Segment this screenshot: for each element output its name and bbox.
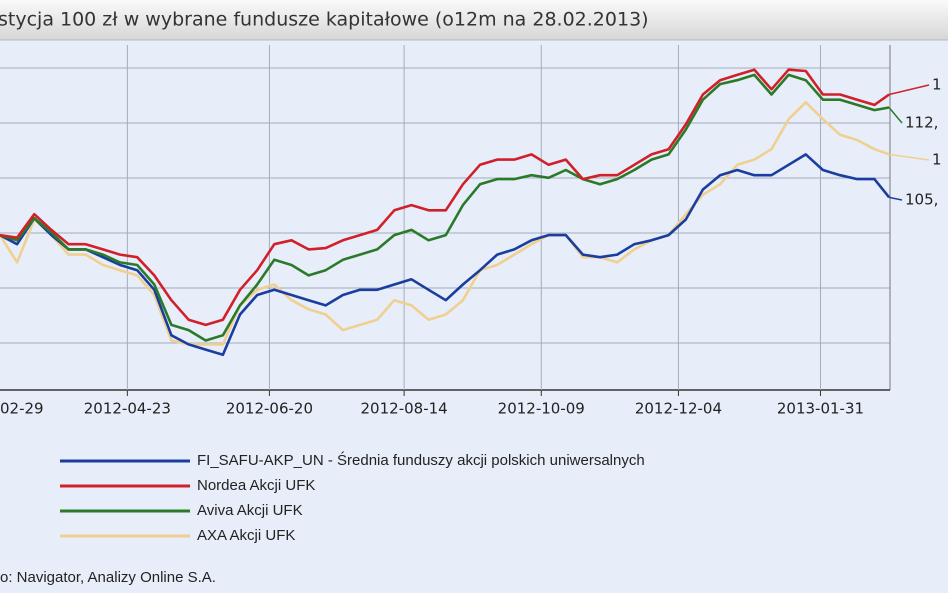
series-line xyxy=(0,73,890,342)
legend-label: Nordea Akcji UFK xyxy=(197,477,315,494)
series-line xyxy=(0,101,890,346)
source-note: o: Navigator, Analizy Online S.A. xyxy=(0,569,216,586)
end-label-connector xyxy=(888,153,930,161)
end-label: 112, xyxy=(905,114,938,132)
legend-label: AXA Akcji UFK xyxy=(197,527,295,544)
series-line xyxy=(0,68,890,327)
x-tick-label: 2013-01-31 xyxy=(777,400,864,418)
x-tick-label: 02-29 xyxy=(0,400,44,418)
x-tick-label: 2012-08-14 xyxy=(361,400,448,418)
legend-label: FI_SAFU-AKP_UN - Średnia funduszy akcji … xyxy=(197,451,645,469)
end-label-connector xyxy=(888,196,903,201)
end-label: 1 xyxy=(932,76,942,94)
series-line xyxy=(0,153,891,357)
x-tick-label: 2012-06-20 xyxy=(226,400,313,418)
grid xyxy=(0,67,890,344)
x-tick-label: 2012-04-23 xyxy=(84,400,171,418)
x-tick-label: 2012-12-04 xyxy=(635,400,722,418)
end-label: 1 xyxy=(932,151,942,169)
x-tick-label: 2012-10-09 xyxy=(498,400,585,418)
chart-title: stycja 100 zł w wybrane fundusze kapitał… xyxy=(0,9,649,31)
end-label-connector xyxy=(888,107,903,124)
legend-label: Aviva Akcji UFK xyxy=(197,502,303,519)
end-label: 105, xyxy=(905,191,938,209)
title-bar xyxy=(0,0,948,40)
end-label-connector xyxy=(888,84,930,96)
